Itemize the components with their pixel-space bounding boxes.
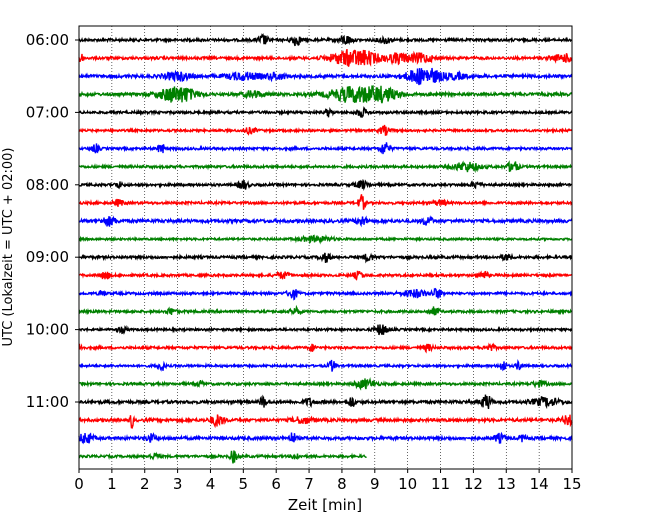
trace-0915	[78, 270, 573, 281]
x-tick-label: 7	[304, 475, 314, 493]
y-tick-label: 06:00	[26, 31, 69, 49]
x-tick-label: 3	[173, 475, 183, 493]
x-tick-label: 6	[271, 475, 281, 493]
x-tick-label: 1	[107, 475, 117, 493]
y-tick-label: 11:00	[26, 393, 69, 411]
y-tick-label: 07:00	[26, 103, 69, 121]
trace-0700	[78, 106, 573, 119]
trace-0930	[78, 287, 573, 301]
trace-1045	[78, 376, 573, 391]
trace-1000	[78, 324, 573, 336]
y-axis-label: UTC (Lokalzeit = UTC + 02:00)	[1, 148, 16, 347]
x-tick-label: 13	[497, 475, 516, 493]
trace-1100	[78, 394, 573, 410]
trace-1015	[78, 342, 573, 354]
trace-0745	[78, 160, 573, 174]
seismogram-traces	[78, 33, 573, 464]
trace-0900	[78, 252, 573, 264]
y-axis: 06:00 07:00 08:00 09:00 10:00 11:00	[26, 31, 79, 411]
x-tick-label: 0	[74, 475, 84, 493]
x-tick-label: 8	[337, 475, 347, 493]
trace-0945	[78, 304, 573, 316]
x-tick-label: 5	[239, 475, 249, 493]
trace-1115	[78, 414, 573, 430]
trace-0830	[78, 215, 573, 228]
grid-lines	[111, 26, 540, 469]
trace-0615	[78, 48, 573, 67]
x-tick-label: 10	[398, 475, 417, 493]
trace-0815	[78, 194, 573, 210]
plot-frame	[78, 25, 573, 470]
trace-0800	[78, 178, 573, 192]
x-tick-label: 15	[562, 475, 581, 493]
x-tick-label: 12	[464, 475, 483, 493]
y-tick-label: 08:00	[26, 176, 69, 194]
trace-0645	[78, 85, 573, 104]
x-axis: 0 1 2 3 4 5 6 7 8 9 10 11 12 13 14 15	[74, 469, 582, 493]
trace-1145	[78, 450, 367, 464]
x-tick-label: 14	[530, 475, 549, 493]
x-tick-label: 9	[370, 475, 380, 493]
trace-0730	[78, 142, 573, 155]
trace-0715	[78, 124, 573, 136]
trace-1030	[78, 359, 573, 372]
trace-0600	[78, 33, 573, 47]
y-tick-label: 09:00	[26, 248, 69, 266]
trace-0845	[78, 234, 573, 245]
x-axis-label: Zeit [min]	[288, 496, 362, 514]
x-tick-label: 2	[140, 475, 150, 493]
y-tick-label: 10:00	[26, 321, 69, 339]
x-tick-label: 4	[206, 475, 216, 493]
plot-area	[79, 26, 572, 469]
trace-1130	[78, 431, 573, 445]
trace-0630	[78, 67, 573, 86]
x-tick-label: 11	[431, 475, 450, 493]
